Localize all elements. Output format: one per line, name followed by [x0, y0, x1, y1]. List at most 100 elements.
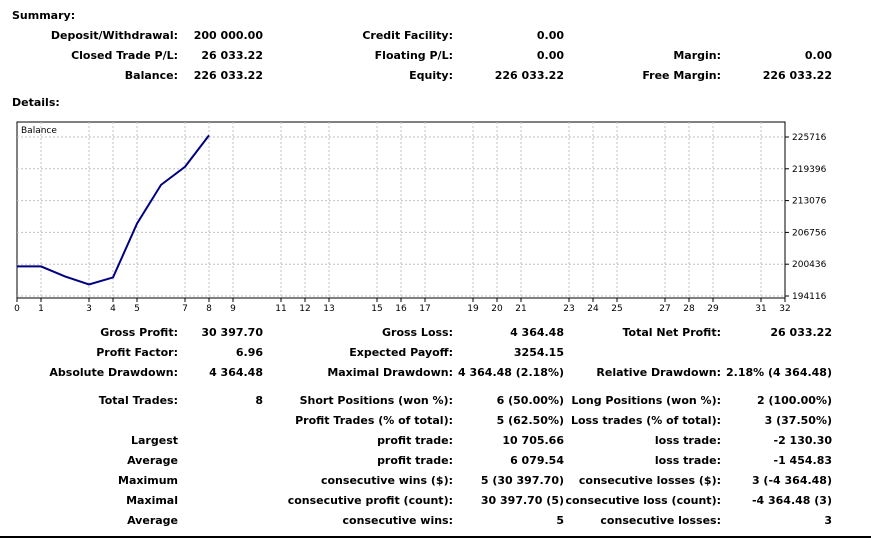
x-tick-label: 19 — [467, 304, 479, 314]
details-label: Expected Payoff: — [349, 346, 453, 359]
details-label: Total Net Profit: — [622, 326, 722, 339]
details-label: Total Trades: — [98, 394, 178, 407]
details-label: Maximal Drawdown: — [327, 366, 453, 379]
details-label: Profit Factor: — [96, 346, 178, 359]
x-tick-label: 5 — [134, 304, 140, 314]
x-tick-label: 15 — [371, 304, 382, 314]
summary-title: Summary: — [12, 9, 76, 22]
x-tick-label: 29 — [707, 304, 719, 314]
x-tick-label: 28 — [683, 304, 695, 314]
details-label: consecutive losses: — [600, 514, 721, 527]
summary-value: 226 033.22 — [193, 69, 263, 82]
x-tick-label: 12 — [299, 304, 310, 314]
details-label: consecutive profit (count): — [287, 494, 453, 507]
details-label: Maximum — [118, 474, 178, 487]
details-value: 26 033.22 — [770, 326, 832, 339]
details-value: 5 (30 397.70) — [480, 474, 564, 487]
details-value: -1 454.83 — [773, 454, 833, 467]
details-label: Gross Profit: — [100, 326, 178, 339]
summary-value: 26 033.22 — [201, 49, 263, 62]
y-tick-label: 219396 — [792, 165, 827, 175]
details-value: 3 — [824, 514, 832, 527]
summary-label: Margin: — [673, 49, 721, 62]
x-tick-label: 4 — [110, 304, 116, 314]
summary-value: 0.00 — [804, 49, 832, 62]
details-value: -2 130.30 — [773, 434, 833, 447]
x-tick-label: 7 — [182, 304, 188, 314]
x-tick-label: 27 — [659, 304, 670, 314]
y-tick-label: 200436 — [792, 260, 827, 270]
details-label: Absolute Drawdown: — [49, 366, 178, 379]
x-tick-label: 9 — [230, 304, 236, 314]
details-value: 30 397.70 — [201, 326, 263, 339]
details-title: Details: — [12, 96, 60, 109]
details-value: 5 — [556, 514, 564, 527]
x-tick-label: 11 — [275, 304, 286, 314]
x-tick-label: 13 — [323, 304, 334, 314]
details-label: profit trade: — [377, 454, 453, 467]
details-label: consecutive wins ($): — [320, 474, 453, 487]
summary-value: 200 000.00 — [193, 29, 263, 42]
x-tick-label: 3 — [86, 304, 92, 314]
x-tick-label: 17 — [419, 304, 430, 314]
summary-label: Credit Facility: — [362, 29, 453, 42]
x-tick-label: 31 — [755, 304, 766, 314]
details-label: Loss trades (% of total): — [570, 414, 721, 427]
details-label: consecutive wins: — [342, 514, 453, 527]
details-label: consecutive losses ($): — [578, 474, 721, 487]
details-label: loss trade: — [654, 434, 721, 447]
bottom-border — [0, 536, 871, 538]
details-value: 4 364.48 (2.18%) — [458, 366, 564, 379]
x-tick-label: 23 — [563, 304, 574, 314]
details-value: 10 705.66 — [502, 434, 564, 447]
summary-label: Free Margin: — [642, 69, 721, 82]
summary-label: Equity: — [409, 69, 453, 82]
x-tick-label: 8 — [206, 304, 212, 314]
details-label: loss trade: — [654, 454, 721, 467]
details-value: 6.96 — [235, 346, 263, 359]
details-label: consecutive loss (count): — [565, 494, 721, 507]
details-label: Average — [127, 514, 178, 527]
x-tick-label: 21 — [515, 304, 526, 314]
details-value: 2.18% (4 364.48) — [726, 366, 832, 379]
details-value: 3 (37.50%) — [764, 414, 832, 427]
details-label: Profit Trades (% of total): — [295, 414, 453, 427]
y-tick-label: 206756 — [792, 228, 827, 238]
summary-value: 226 033.22 — [494, 69, 564, 82]
details-value: 8 — [255, 394, 263, 407]
x-tick-label: 24 — [587, 304, 599, 314]
y-tick-label: 194116 — [792, 292, 827, 302]
summary-label: Balance: — [124, 69, 178, 82]
details-value: 5 (62.50%) — [496, 414, 564, 427]
x-tick-label: 20 — [491, 304, 503, 314]
y-tick-label: 213076 — [792, 197, 827, 207]
details-label: Largest — [131, 434, 178, 447]
x-tick-label: 0 — [14, 304, 20, 314]
details-value: -4 364.48 (3) — [751, 494, 832, 507]
details-value: 30 397.70 (5) — [480, 494, 564, 507]
details-label: Relative Drawdown: — [596, 366, 721, 379]
details-value: 4 364.48 — [510, 326, 564, 339]
summary-value: 226 033.22 — [762, 69, 832, 82]
details-label: profit trade: — [377, 434, 453, 447]
y-tick-label: 225716 — [792, 133, 827, 143]
details-label: Maximal — [126, 494, 178, 507]
summary-value: 0.00 — [536, 49, 564, 62]
x-tick-label: 25 — [611, 304, 622, 314]
details-value: 3254.15 — [513, 346, 564, 359]
details-label: Gross Loss: — [382, 326, 453, 339]
details-value: 6 (50.00%) — [496, 394, 564, 407]
details-value: 4 364.48 — [209, 366, 263, 379]
x-tick-label: 16 — [395, 304, 407, 314]
details-label: Long Positions (won %): — [571, 394, 721, 407]
details-value: 3 (-4 364.48) — [751, 474, 832, 487]
summary-label: Closed Trade P/L: — [71, 49, 178, 62]
details-value: 2 (100.00%) — [756, 394, 832, 407]
summary-value: 0.00 — [536, 29, 564, 42]
x-tick-label: 32 — [779, 304, 790, 314]
details-value: 6 079.54 — [510, 454, 564, 467]
details-label: Short Positions (won %): — [299, 394, 453, 407]
summary-label: Floating P/L: — [374, 49, 453, 62]
x-tick-label: 1 — [38, 304, 44, 314]
